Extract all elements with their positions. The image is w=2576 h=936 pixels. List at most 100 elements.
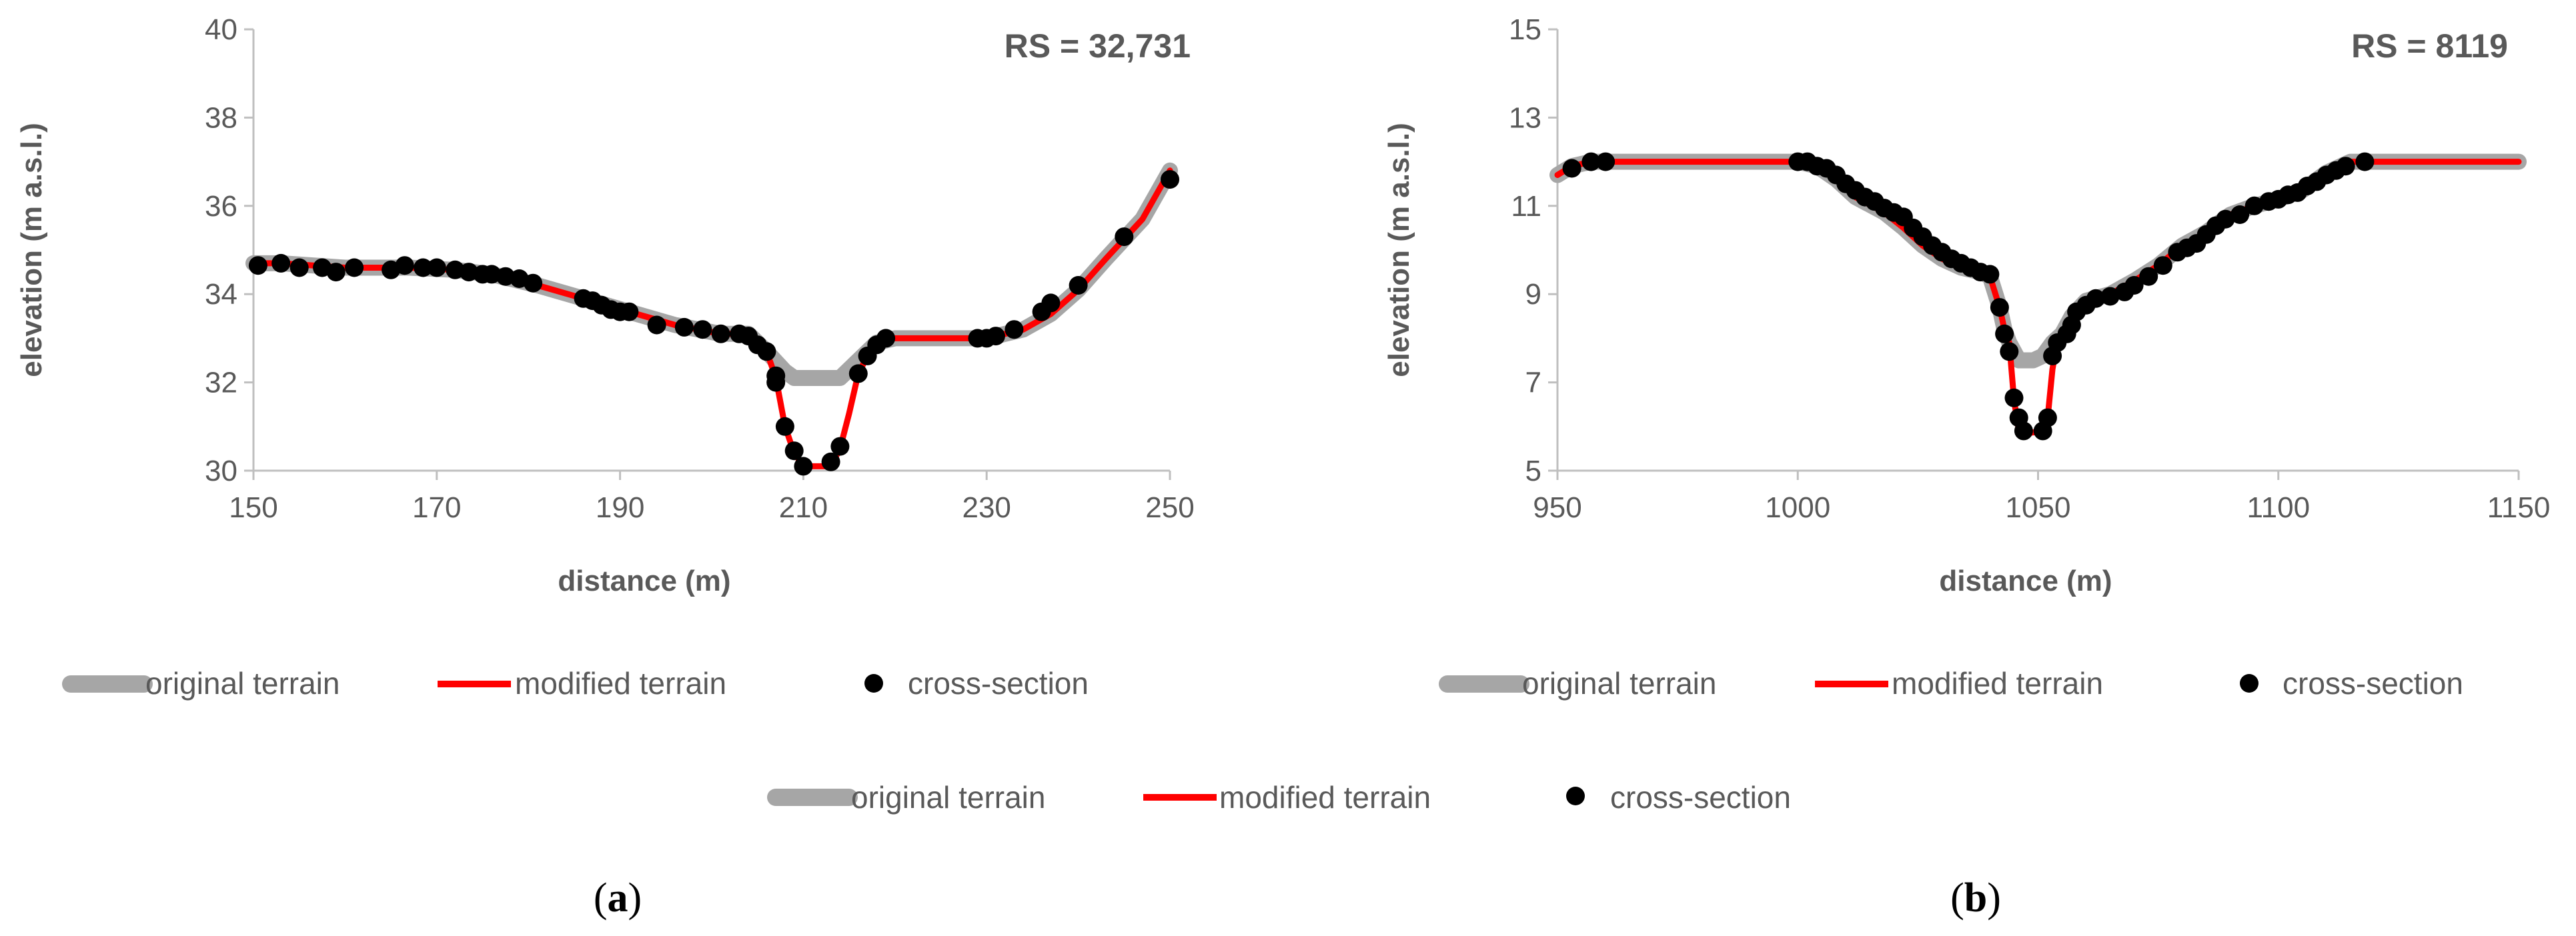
cross-section-point-a-5 xyxy=(345,258,364,277)
cross-section-point-a-36 xyxy=(821,452,840,471)
series-a xyxy=(245,162,1179,476)
y-tick-label-a: 38 xyxy=(205,101,237,134)
axes-b: 5 7 9 11 13 15 950 1000 1050 1100 1150 xyxy=(1509,13,2550,524)
y-tick-label-b: 7 xyxy=(1525,367,1541,399)
cross-section-point-a-34 xyxy=(784,441,804,461)
cross-section-point-a-48 xyxy=(1069,276,1088,295)
legend-b-original-label: original terrain xyxy=(1522,666,1716,701)
legend-b-modified-label: modified terrain xyxy=(1892,666,2103,701)
cross-section-point-a-7 xyxy=(395,256,414,275)
x-tick-label-b: 1050 xyxy=(2006,491,2071,524)
original-terrain-line-b xyxy=(1549,153,2527,369)
cross-section-point-b-2 xyxy=(1596,152,1616,171)
cross-section-point-b-49 xyxy=(2216,209,2235,229)
legend-b-points-label: cross-section xyxy=(2283,666,2463,701)
cross-section-point-a-26 xyxy=(711,324,730,343)
cross-section-point-b-31 xyxy=(2038,408,2057,427)
y-tick-label-b: 5 xyxy=(1525,455,1541,487)
cross-section-point-a-9 xyxy=(427,258,446,277)
cross-section-point-a-22 xyxy=(620,302,639,321)
x-axis-title-b: distance (m) xyxy=(1939,565,2112,597)
legend-b-points-marker xyxy=(2240,674,2259,693)
rs-annotation-b: RS = 8119 xyxy=(2351,27,2508,65)
y-tick-label-b: 15 xyxy=(1509,13,1541,46)
cross-section-point-a-49 xyxy=(1115,227,1134,247)
cross-section-point-b-23 xyxy=(1980,265,2000,284)
axes-a: 30 32 34 36 38 40 150 170 190 210 230 250 xyxy=(205,13,1195,524)
shared-legend: original terrain modified terrain cross-… xyxy=(767,780,1791,815)
y-tick-label-b: 11 xyxy=(1511,190,1541,223)
cross-section-point-a-10 xyxy=(446,260,465,279)
cross-section-point-b-60 xyxy=(2336,157,2355,176)
cross-section-point-a-11 xyxy=(459,263,478,282)
y-tick-label-a: 40 xyxy=(205,13,237,46)
cross-section-point-a-45 xyxy=(1005,320,1024,339)
panel-label-a: (a) xyxy=(594,875,642,921)
x-tick-label-a: 190 xyxy=(596,491,644,524)
x-tick-label-b: 1100 xyxy=(2246,491,2310,524)
cross-section-point-b-25 xyxy=(1995,324,2014,343)
legend-a-modified-label: modified terrain xyxy=(515,666,726,701)
cross-section-point-b-41 xyxy=(2124,276,2144,295)
x-tick-label-a: 210 xyxy=(779,491,828,524)
x-tick-label-a: 170 xyxy=(412,491,461,524)
cross-section-point-a-37 xyxy=(830,437,850,456)
cross-section-point-a-30 xyxy=(757,342,776,361)
shared-legend-original-label: original terrain xyxy=(851,780,1045,815)
cross-section-point-a-14 xyxy=(496,267,515,286)
cross-section-point-b-50 xyxy=(2230,205,2250,224)
panel-label-b: (b) xyxy=(1950,875,2001,921)
modified-terrain-line-b xyxy=(1554,159,2522,437)
legend-a-original-label: original terrain xyxy=(145,666,340,701)
legend-a: original terrain modified terrain cross-… xyxy=(62,666,1089,701)
legend-a-points-marker xyxy=(864,674,883,693)
cross-section-point-a-24 xyxy=(674,317,694,337)
cross-section-point-a-44 xyxy=(986,327,1005,346)
x-axis-title-a: distance (m) xyxy=(558,565,730,597)
cross-section-point-a-50 xyxy=(1161,170,1179,189)
chart-panel-b: 5 7 9 11 13 15 950 1000 1050 1100 1150 RS = 8119 d… xyxy=(1383,13,2550,701)
y-axis-title-b: elevation (m a.s.l.) xyxy=(1383,123,1415,377)
x-tick-label-a: 250 xyxy=(1145,491,1194,524)
series-b xyxy=(1549,152,2527,441)
shared-legend-modified-label: modified terrain xyxy=(1219,780,1431,815)
cross-section-point-b-27 xyxy=(2004,388,2024,407)
cross-section-point-a-4 xyxy=(326,263,346,282)
cross-section-point-b-29 xyxy=(2014,421,2033,441)
cross-section-point-b-43 xyxy=(2153,256,2172,275)
y-tick-label-b: 9 xyxy=(1525,278,1541,311)
cross-section-point-a-16 xyxy=(524,273,543,293)
cross-section-point-a-23 xyxy=(647,315,666,335)
legend-a-points-label: cross-section xyxy=(908,666,1089,701)
shared-legend-points-label: cross-section xyxy=(1610,780,1791,815)
y-axis-title-a: elevation (m a.s.l.) xyxy=(15,123,48,377)
x-tick-label-a: 230 xyxy=(962,491,1011,524)
cross-section-point-a-13 xyxy=(482,265,502,284)
cross-section-point-a-2 xyxy=(289,258,309,277)
cross-section-point-b-24 xyxy=(1990,298,2009,317)
x-tick-label-b: 1150 xyxy=(2487,491,2551,524)
y-tick-label-a: 34 xyxy=(205,278,237,311)
x-tick-label-b: 1000 xyxy=(1765,491,1830,524)
x-tick-label-a: 150 xyxy=(229,491,277,524)
cross-section-point-a-33 xyxy=(775,417,794,436)
shared-legend-points-marker xyxy=(1566,787,1585,805)
y-tick-label-b: 13 xyxy=(1509,101,1541,134)
cross-section-point-b-1 xyxy=(1581,152,1601,171)
cross-section-point-a-47 xyxy=(1041,293,1061,313)
cross-section-point-a-35 xyxy=(794,457,813,476)
cross-section-point-b-39 xyxy=(2100,287,2120,306)
cross-section-point-b-51 xyxy=(2244,196,2264,215)
cross-section-point-b-42 xyxy=(2139,267,2158,286)
cross-section-point-a-38 xyxy=(848,364,868,383)
cross-section-point-b-0 xyxy=(1562,159,1581,178)
cross-section-point-a-0 xyxy=(248,256,267,275)
cross-section-point-a-1 xyxy=(271,253,291,273)
cross-section-point-b-38 xyxy=(2086,289,2105,308)
y-tick-label-a: 32 xyxy=(205,367,237,399)
rs-annotation-a: RS = 32,731 xyxy=(1005,27,1191,65)
cross-section-point-b-61 xyxy=(2355,152,2375,171)
y-tick-label-a: 30 xyxy=(205,455,237,487)
cross-section-point-a-41 xyxy=(876,329,896,348)
